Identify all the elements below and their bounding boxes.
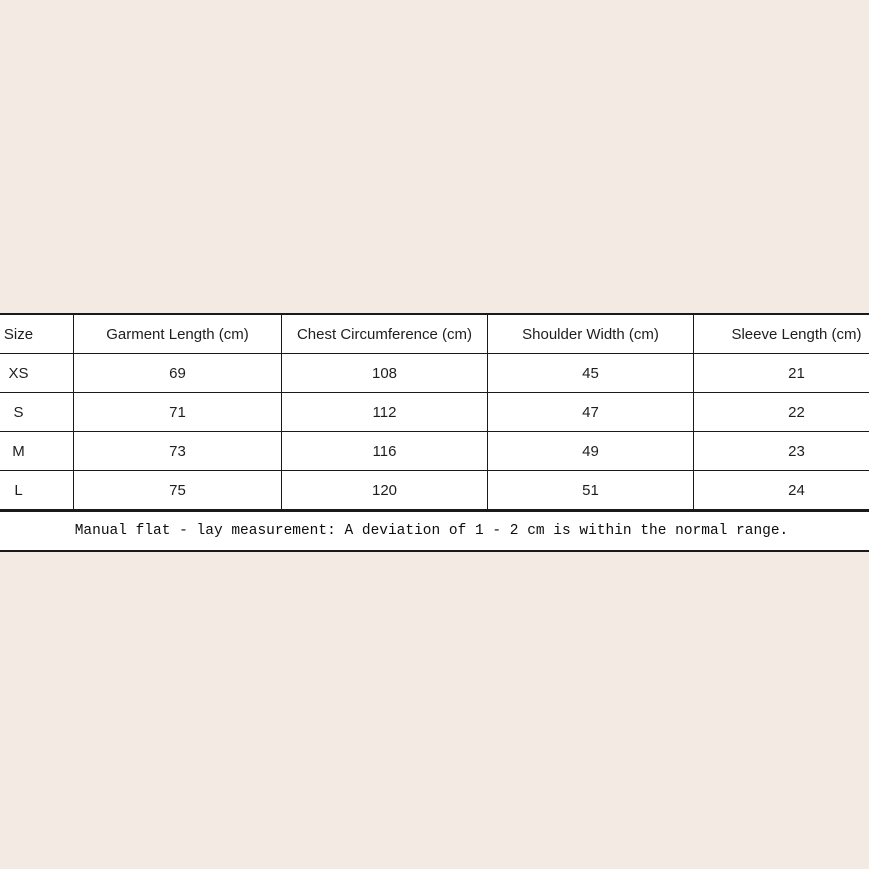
measurement-cell: 73 — [73, 431, 282, 471]
note-row: Manual flat - lay measurement: A deviati… — [0, 509, 869, 551]
measurement-cell: 75 — [73, 470, 282, 511]
measurement-cell: 45 — [487, 353, 694, 393]
measurement-cell: 112 — [281, 392, 488, 432]
measurement-cell: 69 — [73, 353, 282, 393]
table-body: XS 69 108 45 21 S 71 112 47 22 M 73 116 49 23 L 75 120 51 2… — [0, 353, 869, 511]
table-row: M 73 116 49 23 — [0, 431, 869, 471]
size-chart-table: Size Garment Length (cm) Chest Circumferen… — [0, 313, 869, 552]
column-header: Garment Length (cm) — [73, 313, 282, 354]
measurement-cell: 23 — [693, 431, 869, 471]
measurement-cell: 71 — [73, 392, 282, 432]
measurement-cell: 49 — [487, 431, 694, 471]
header-row: Size Garment Length (cm) Chest Circumferen… — [0, 313, 869, 354]
column-header: Chest Circumference (cm) — [281, 313, 488, 354]
measurement-cell: 22 — [693, 392, 869, 432]
size-label-cell: XS — [0, 353, 74, 393]
measurement-note: Manual flat - lay measurement: A deviati… — [0, 509, 869, 551]
column-header: Shoulder Width (cm) — [487, 313, 694, 354]
measurement-cell: 108 — [281, 353, 488, 393]
table-row: XS 69 108 45 21 — [0, 353, 869, 393]
column-header: Sleeve Length (cm) — [693, 313, 869, 354]
size-label-cell: M — [0, 431, 74, 471]
measurement-cell: 51 — [487, 470, 694, 511]
measurement-cell: 21 — [693, 353, 869, 393]
column-header: Size — [0, 313, 74, 354]
table-row: S 71 112 47 22 — [0, 392, 869, 432]
size-label-cell: L — [0, 470, 74, 511]
size-label-cell: S — [0, 392, 74, 432]
measurement-cell: 116 — [281, 431, 488, 471]
measurement-cell: 120 — [281, 470, 488, 511]
table-row: L 75 120 51 24 — [0, 470, 869, 511]
measurement-cell: 24 — [693, 470, 869, 511]
measurement-cell: 47 — [487, 392, 694, 432]
